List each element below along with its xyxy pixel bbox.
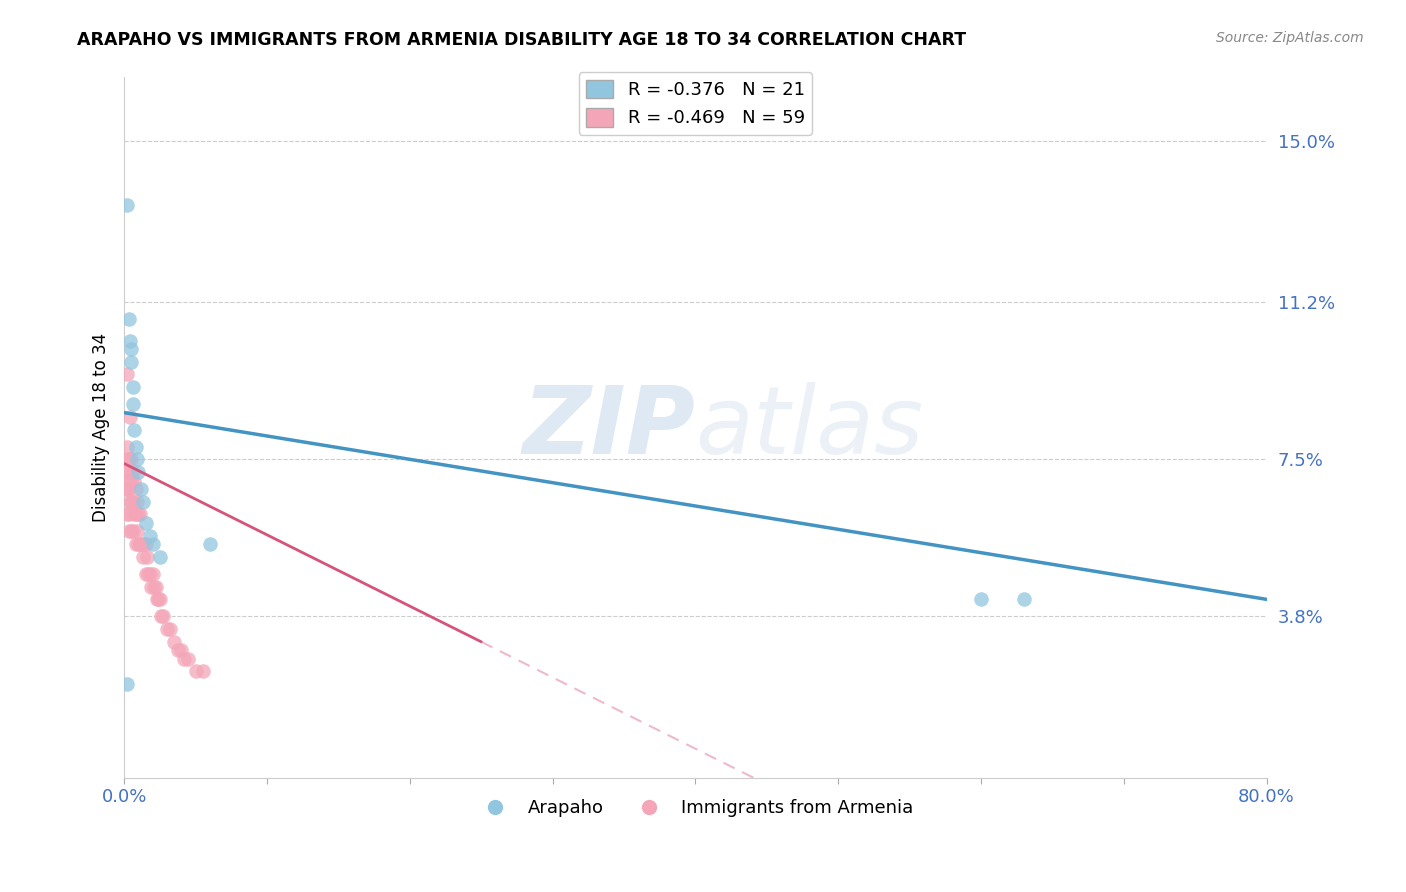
Point <box>163 634 186 648</box>
Point <box>120 342 142 356</box>
Point <box>120 495 142 509</box>
Point <box>149 592 172 607</box>
Point <box>121 380 143 394</box>
Point <box>117 482 139 496</box>
Point <box>135 566 157 581</box>
Point <box>124 508 146 522</box>
Y-axis label: Disability Age 18 to 34: Disability Age 18 to 34 <box>93 333 110 522</box>
Point <box>118 465 141 479</box>
Point <box>120 524 142 539</box>
Point <box>128 508 150 522</box>
Point <box>129 537 152 551</box>
Point <box>134 537 156 551</box>
Point <box>115 368 138 382</box>
Point <box>152 609 174 624</box>
Point <box>191 665 214 679</box>
Point <box>150 609 173 624</box>
Point <box>118 409 141 424</box>
Point <box>159 622 181 636</box>
Point <box>139 566 162 581</box>
Text: ZIP: ZIP <box>523 382 696 474</box>
Point <box>131 482 153 496</box>
Point <box>117 508 139 522</box>
Point <box>124 537 146 551</box>
Point <box>138 566 160 581</box>
Point <box>122 508 145 522</box>
Point <box>122 423 145 437</box>
Point <box>120 452 142 467</box>
Point <box>117 452 139 467</box>
Point <box>118 495 141 509</box>
Text: Source: ZipAtlas.com: Source: ZipAtlas.com <box>1216 31 1364 45</box>
Point <box>117 524 139 539</box>
Point <box>131 537 153 551</box>
Point <box>139 529 162 543</box>
Point <box>167 643 190 657</box>
Point <box>156 622 179 636</box>
Point <box>149 549 172 564</box>
Point <box>120 474 142 488</box>
Point <box>142 537 165 551</box>
Point <box>136 549 159 564</box>
Point <box>114 452 136 467</box>
Point <box>117 312 139 326</box>
Point <box>145 580 167 594</box>
Point <box>125 495 148 509</box>
Point <box>115 440 138 454</box>
Point <box>121 524 143 539</box>
Point <box>135 537 157 551</box>
Legend: Arapaho, Immigrants from Armenia: Arapaho, Immigrants from Armenia <box>470 792 921 824</box>
Point <box>170 643 193 657</box>
Text: atlas: atlas <box>696 382 924 473</box>
Point <box>125 452 148 467</box>
Point <box>115 508 138 522</box>
Point <box>124 482 146 496</box>
Point <box>132 495 155 509</box>
Point <box>122 474 145 488</box>
Point <box>142 566 165 581</box>
Point <box>135 516 157 530</box>
Point <box>129 508 152 522</box>
Point <box>115 465 138 479</box>
Point <box>124 440 146 454</box>
Point <box>115 198 138 212</box>
Point <box>146 592 169 607</box>
Point <box>184 665 207 679</box>
Point <box>198 537 221 551</box>
Point <box>177 652 200 666</box>
Point <box>128 537 150 551</box>
Point <box>132 549 155 564</box>
Point <box>173 652 195 666</box>
Point <box>121 465 143 479</box>
Point <box>128 465 150 479</box>
Point <box>970 592 993 607</box>
Point <box>1012 592 1035 607</box>
Point <box>115 677 138 691</box>
Point <box>148 592 170 607</box>
Point <box>143 580 166 594</box>
Text: ARAPAHO VS IMMIGRANTS FROM ARMENIA DISABILITY AGE 18 TO 34 CORRELATION CHART: ARAPAHO VS IMMIGRANTS FROM ARMENIA DISAB… <box>77 31 966 49</box>
Point <box>141 580 163 594</box>
Point <box>120 355 142 369</box>
Point <box>118 334 141 348</box>
Point <box>117 474 139 488</box>
Point <box>114 482 136 496</box>
Point <box>121 495 143 509</box>
Point <box>125 524 148 539</box>
Point <box>115 482 138 496</box>
Point <box>121 397 143 411</box>
